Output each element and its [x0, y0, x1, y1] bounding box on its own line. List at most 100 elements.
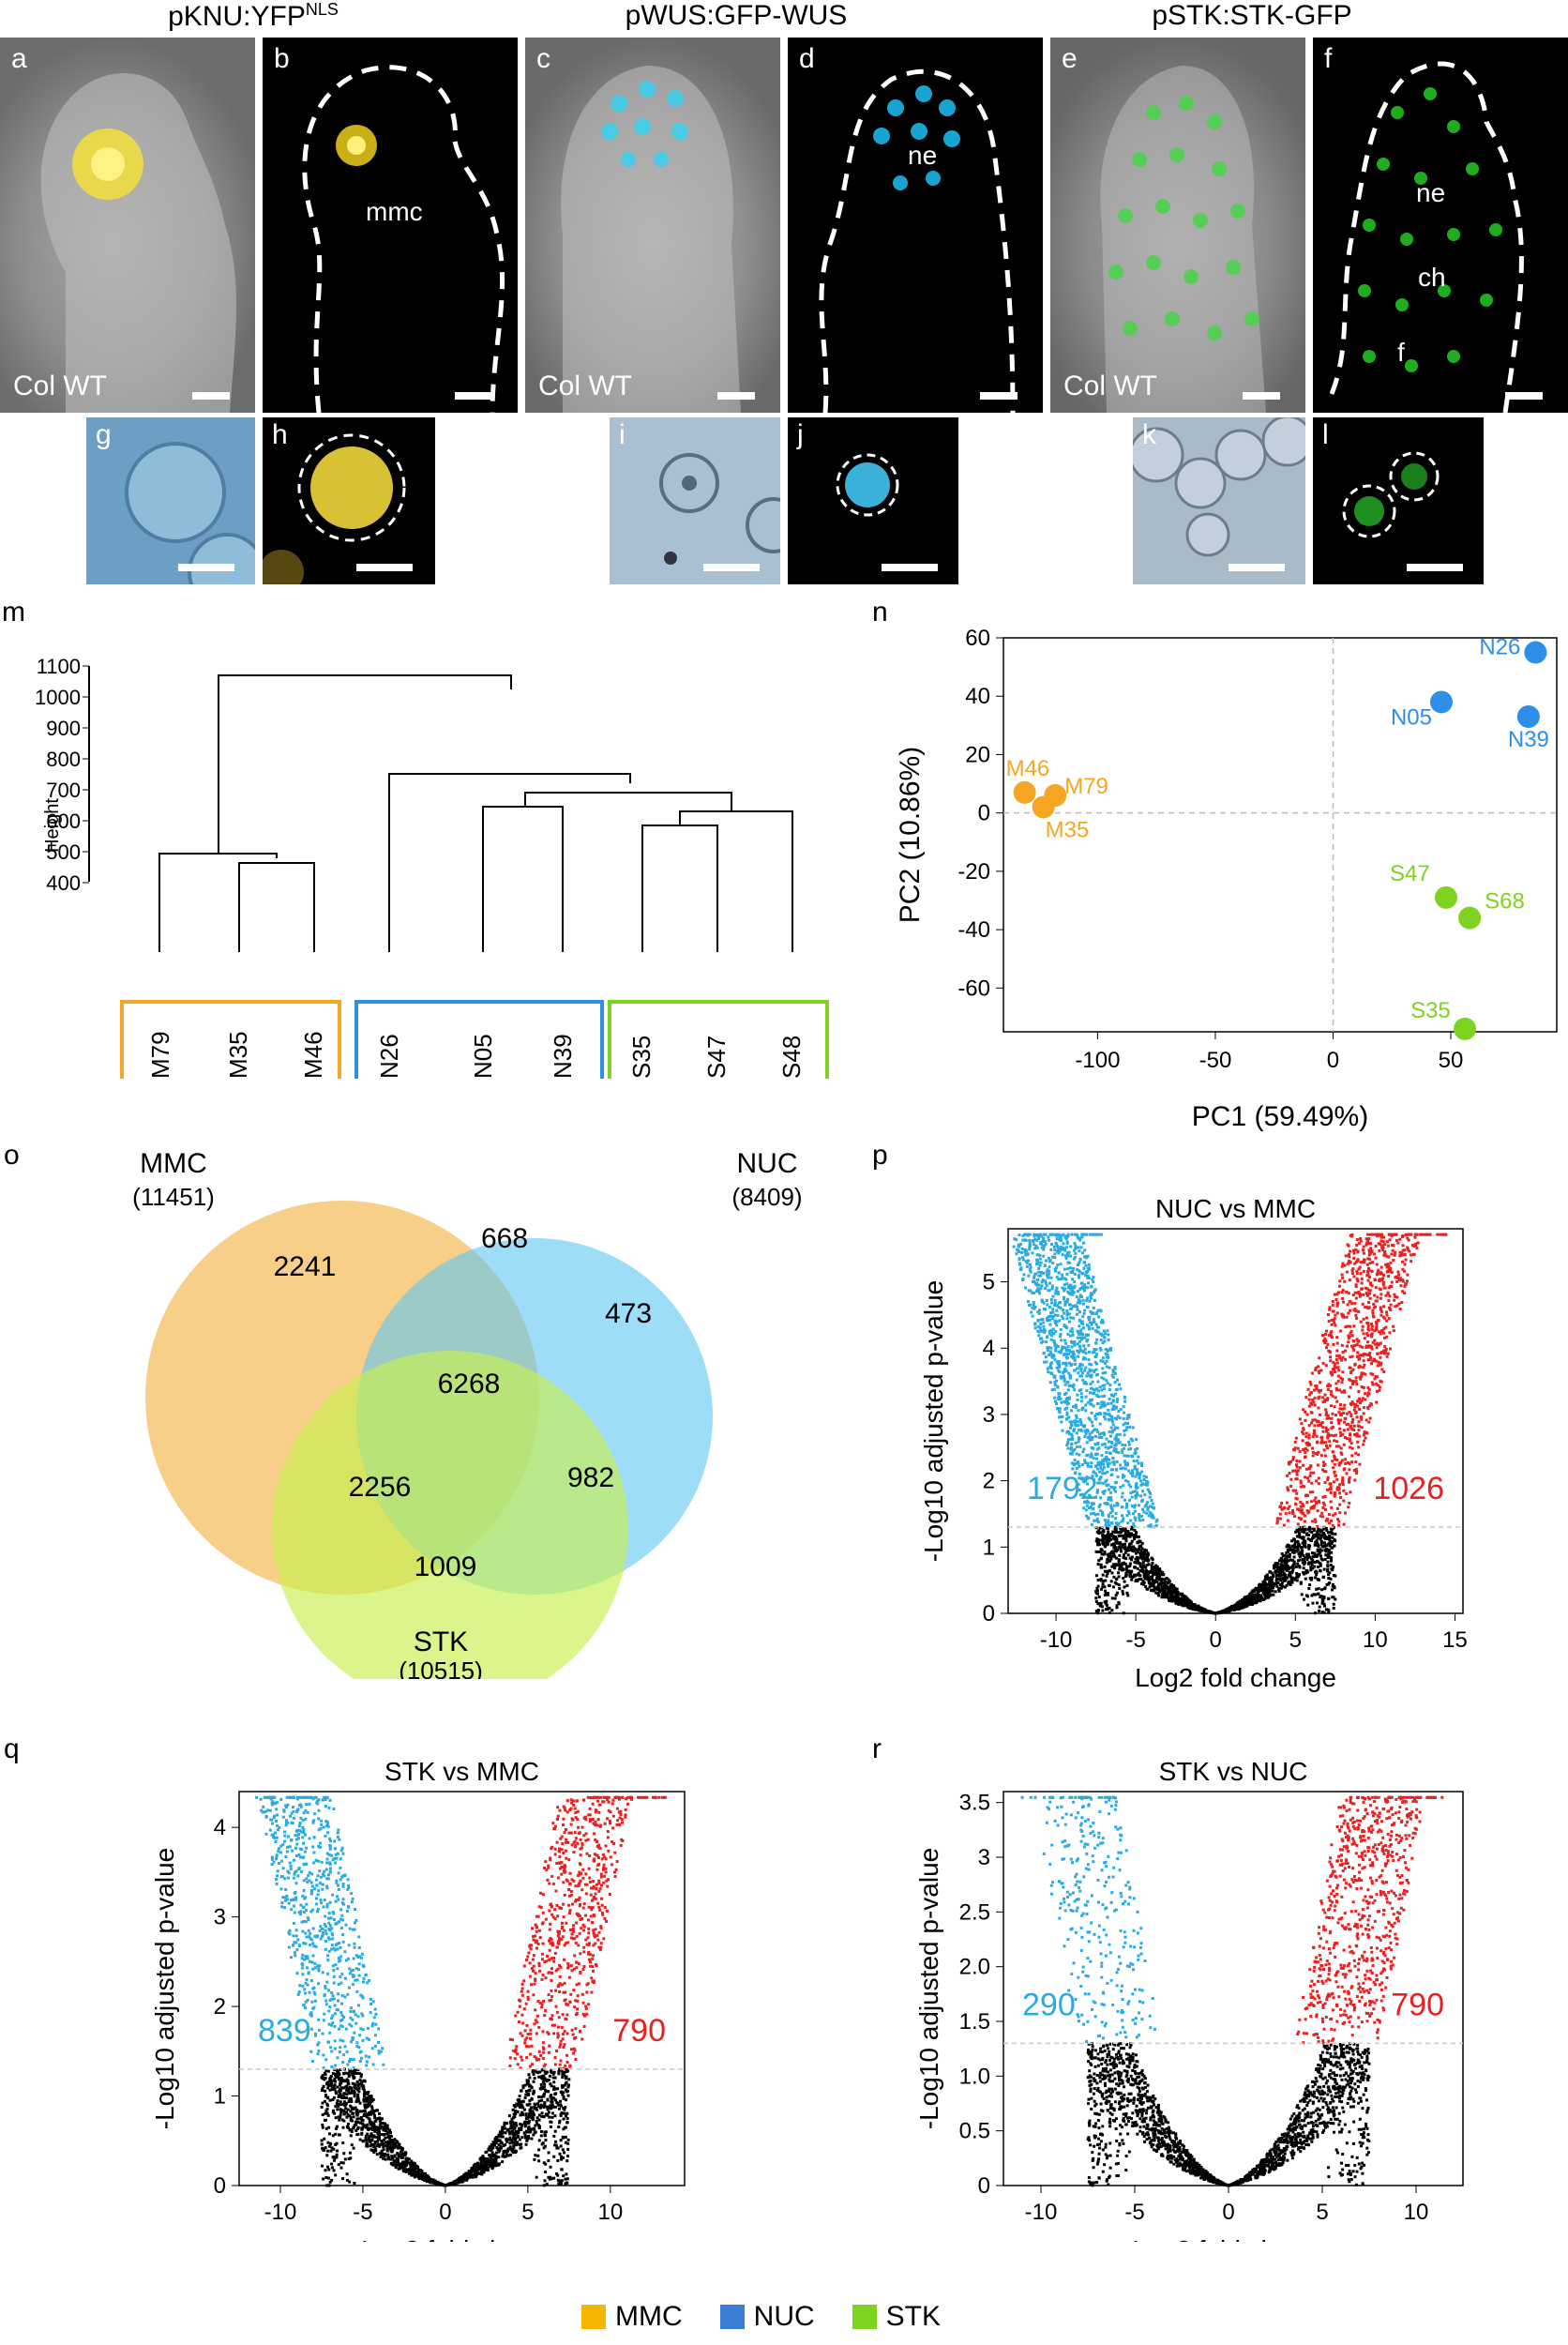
volcano-point-ns	[1137, 1535, 1140, 1538]
volcano-point-up	[1398, 1308, 1402, 1311]
dendro-tick-700: 700	[46, 779, 81, 802]
volcano-point-ns	[1181, 1597, 1184, 1601]
volcano-point-ns	[1331, 1584, 1334, 1588]
volcano-point-down	[1070, 1290, 1074, 1294]
venn-mmc-name: MMC	[140, 1148, 207, 1179]
volcano-point-up	[1309, 1471, 1313, 1475]
volcano-point-down	[1090, 1321, 1093, 1324]
volcano-point-up	[1338, 1356, 1342, 1360]
volcano-point-up	[1365, 1274, 1369, 1278]
volcano-point-down	[1055, 1276, 1059, 1279]
volcano-point-ns	[543, 2104, 547, 2108]
venn-nuc-name: NUC	[737, 1148, 798, 1179]
volcano-point-down	[1053, 1252, 1057, 1256]
volcano-point-up	[1363, 1258, 1366, 1262]
volcano-point-down	[1084, 1366, 1088, 1369]
volcano-point-ns	[1288, 1555, 1291, 1559]
volcano-point-down	[1035, 1253, 1039, 1257]
volcano-point-down	[1109, 1504, 1113, 1507]
volcano-point-ns	[1270, 1571, 1274, 1575]
volcano-point-down	[1096, 1389, 1100, 1393]
volcano-point-up	[1310, 1411, 1314, 1415]
volcano-point-up	[1369, 1362, 1373, 1366]
volcano-point-ns	[1306, 1537, 1310, 1541]
volcano-point-down	[1039, 1340, 1043, 1344]
volcano-point-ns	[1105, 1574, 1108, 1578]
volcano-point-ns	[1268, 1583, 1272, 1587]
volcano-point-down	[1127, 1415, 1131, 1419]
volcano-point-down	[1095, 1394, 1099, 1398]
volcano-point-up	[1332, 1342, 1335, 1346]
pca-point-m46	[1013, 780, 1036, 804]
volcano-point-down	[1117, 1441, 1121, 1445]
volcano-point-down	[1052, 1332, 1056, 1336]
volcano-point-up	[1357, 1389, 1361, 1393]
volcano-point-down	[1088, 1391, 1092, 1395]
volcano-point-ns	[1286, 1543, 1289, 1547]
volcano-point-ns	[1272, 1584, 1275, 1588]
volcano-point-down	[1037, 1330, 1041, 1334]
volcano-point-up	[1310, 1446, 1314, 1450]
volcano-point-down	[1070, 1432, 1074, 1436]
volcano-point-ns	[550, 2097, 553, 2101]
volcano-point-up	[1383, 1336, 1387, 1339]
volcano-point-up	[1374, 1256, 1378, 1260]
volcano-point-ns	[527, 2119, 531, 2123]
volcano-point-up	[1278, 1517, 1282, 1520]
volcano-point-ns	[1127, 1569, 1131, 1573]
volcano-point-up	[1334, 1433, 1338, 1437]
volcano-point-ns	[1109, 1543, 1113, 1547]
volcano-point-up	[1375, 1326, 1379, 1330]
volcano-point-down	[1054, 1289, 1058, 1293]
volcano-point-down	[1127, 1498, 1131, 1502]
volcano-point-ns	[1167, 1578, 1170, 1581]
volcano-point-down	[1033, 1307, 1036, 1310]
volcano-point-up	[1307, 1436, 1311, 1440]
volcano-point-down	[1112, 1488, 1116, 1491]
volcano-point-up	[1369, 1372, 1373, 1376]
volcano-point-up	[1376, 1364, 1380, 1368]
volcano-point-down	[1059, 1328, 1063, 1332]
volcano-point-up	[1341, 1313, 1345, 1317]
volcano-point-down	[1027, 1259, 1031, 1263]
volcano-point-ns	[1317, 1545, 1320, 1549]
volcano-point-ns	[1314, 1535, 1318, 1538]
volcano-point-up	[1353, 1291, 1357, 1294]
panel-e-ovule-svg	[1100, 66, 1266, 413]
volcano-point-up	[1290, 1511, 1294, 1515]
volcano-point-up	[1343, 1403, 1347, 1407]
volcano-point-down	[1049, 1276, 1053, 1279]
volcano-point-down	[1091, 1351, 1094, 1354]
volcano-point-down	[1070, 1420, 1074, 1424]
volcano-point-down	[1092, 1502, 1095, 1505]
volcano-point-down	[1042, 1301, 1046, 1305]
volcano-point-ns	[1315, 1554, 1319, 1558]
volcano-point-up	[1333, 1471, 1336, 1475]
volcano-point-down	[1033, 1237, 1037, 1241]
volcano-point-up	[1340, 1273, 1344, 1277]
volcano-point-down	[1107, 1515, 1110, 1519]
volcano-point-down	[1145, 1501, 1149, 1505]
volcano-point-down	[1058, 1319, 1062, 1323]
volcano-point-down	[1089, 1495, 1093, 1499]
volcano-point-up	[1312, 1388, 1316, 1392]
volcano-point-down	[1078, 1389, 1081, 1393]
volcano-point-up	[1334, 1324, 1337, 1327]
volcano-point-down	[1081, 1357, 1085, 1361]
volcano-point-down	[1139, 1464, 1143, 1468]
volcano-point-ns	[1322, 1567, 1326, 1571]
volcano-point-up	[1346, 1344, 1349, 1348]
panel-c-wt: Col WT	[538, 371, 632, 401]
volcano-point-up	[1389, 1269, 1393, 1273]
pca-point-label-m79: M79	[1064, 774, 1108, 799]
volcano-point-ns	[1323, 1558, 1327, 1562]
volcano-point-up	[1379, 1355, 1382, 1359]
volcano-point-ns	[1099, 1578, 1103, 1581]
volcano-point-up	[1373, 1377, 1377, 1381]
volcano-point-up	[1323, 1399, 1327, 1403]
volcano-point-down	[1110, 1417, 1114, 1421]
volcano-point-up	[1322, 1469, 1326, 1473]
volcano-point-ns	[1144, 1566, 1148, 1569]
volcano-point-ns	[1111, 1530, 1115, 1534]
volcano-point-ns	[1306, 1552, 1310, 1556]
